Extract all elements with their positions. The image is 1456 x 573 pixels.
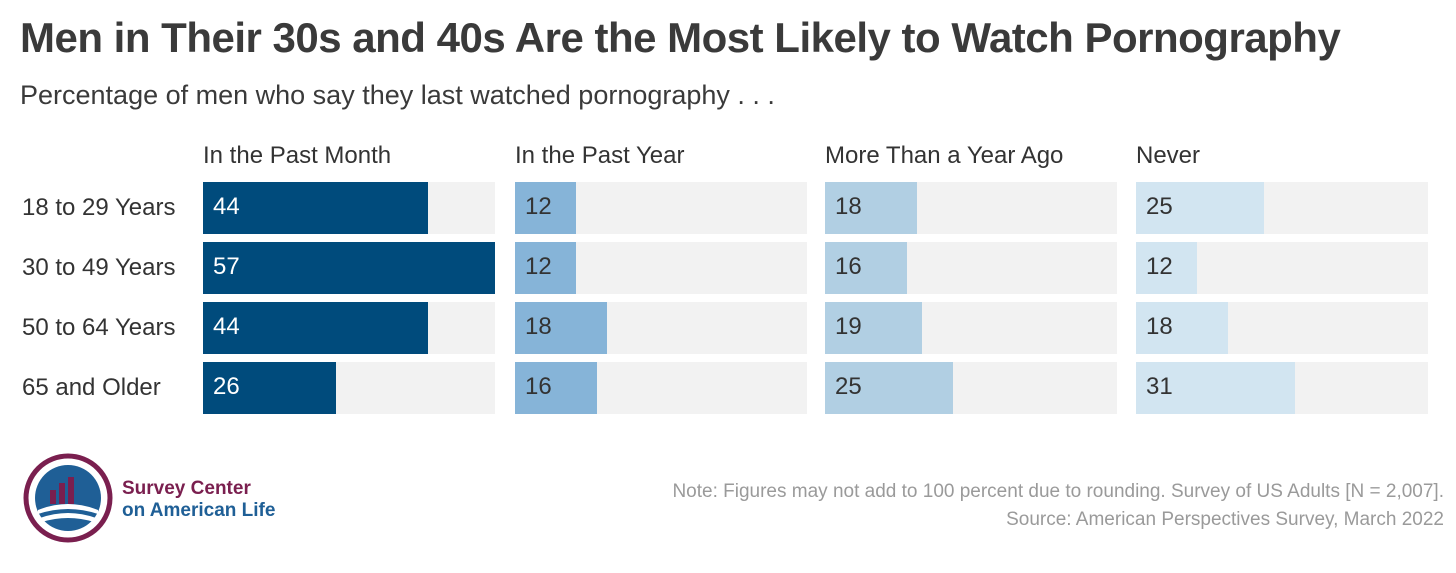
bar-track: 31 xyxy=(1136,362,1428,414)
bar-track: 25 xyxy=(1136,182,1428,234)
logo-line1: Survey Center xyxy=(122,478,251,499)
bar-track: 12 xyxy=(515,242,807,294)
bar xyxy=(825,302,922,354)
bar xyxy=(515,362,597,414)
bar-value-label: 18 xyxy=(835,193,862,220)
bar xyxy=(1136,362,1295,414)
bar xyxy=(203,182,428,234)
series-header: In the Past Month xyxy=(203,142,392,169)
bar-track: 18 xyxy=(1136,302,1428,354)
bar-track: 18 xyxy=(515,302,807,354)
source-text: Source: American Perspectives Survey, Ma… xyxy=(1006,509,1444,530)
bar-track: 44 xyxy=(203,302,495,354)
bar-track: 18 xyxy=(825,182,1117,234)
series-header: Never xyxy=(1136,142,1201,169)
footnote: Note: Figures may not add to 100 percent… xyxy=(672,478,1444,534)
bar-value-label: 44 xyxy=(213,193,240,220)
bar-value-label: 16 xyxy=(525,373,552,400)
bar xyxy=(1136,242,1197,294)
bar-value-label: 31 xyxy=(1146,373,1173,400)
series-header: In the Past Year xyxy=(515,142,685,169)
bar-track: 16 xyxy=(825,242,1117,294)
chart-subtitle: Percentage of men who say they last watc… xyxy=(20,80,775,110)
bar xyxy=(825,182,917,234)
bar-value-label: 12 xyxy=(1146,253,1173,280)
bar-value-label: 44 xyxy=(213,313,240,340)
survey-center-logo-icon xyxy=(23,453,113,543)
note-text: Note: Figures may not add to 100 percent… xyxy=(672,481,1444,502)
bar-value-label: 18 xyxy=(1146,313,1173,340)
bar-value-label: 25 xyxy=(1146,193,1173,220)
bar-value-label: 26 xyxy=(213,373,240,400)
bar-value-label: 18 xyxy=(525,313,552,340)
bar-track: 25 xyxy=(825,362,1117,414)
bar xyxy=(1136,302,1228,354)
bar-track: 19 xyxy=(825,302,1117,354)
series-header: More Than a Year Ago xyxy=(825,142,1064,169)
bar xyxy=(825,362,953,414)
bar xyxy=(1136,182,1264,234)
bar-track: 26 xyxy=(203,362,495,414)
bar xyxy=(515,302,607,354)
bar xyxy=(203,302,428,354)
bar-track: 12 xyxy=(515,182,807,234)
row-label: 50 to 64 Years xyxy=(22,314,176,341)
bar-value-label: 25 xyxy=(835,373,862,400)
bar-track: 57 xyxy=(203,242,495,294)
bar-value-label: 12 xyxy=(525,253,552,280)
bar-track: 44 xyxy=(203,182,495,234)
bar xyxy=(203,362,336,414)
bar-value-label: 12 xyxy=(525,193,552,220)
bar-track: 12 xyxy=(1136,242,1428,294)
bar xyxy=(515,242,576,294)
bar xyxy=(515,182,576,234)
bar xyxy=(825,242,907,294)
logo-line2: on American Life xyxy=(122,500,276,521)
bar-value-label: 57 xyxy=(213,253,240,280)
bar-value-label: 19 xyxy=(835,313,862,340)
bar-track: 16 xyxy=(515,362,807,414)
logo-text: Survey Center on American Life xyxy=(122,478,275,522)
row-label: 30 to 49 Years xyxy=(22,254,176,281)
bar-value-label: 16 xyxy=(835,253,862,280)
chart-title: Men in Their 30s and 40s Are the Most Li… xyxy=(20,14,1341,61)
row-label: 65 and Older xyxy=(22,374,161,401)
bar xyxy=(203,242,495,294)
row-label: 18 to 29 Years xyxy=(22,194,176,221)
